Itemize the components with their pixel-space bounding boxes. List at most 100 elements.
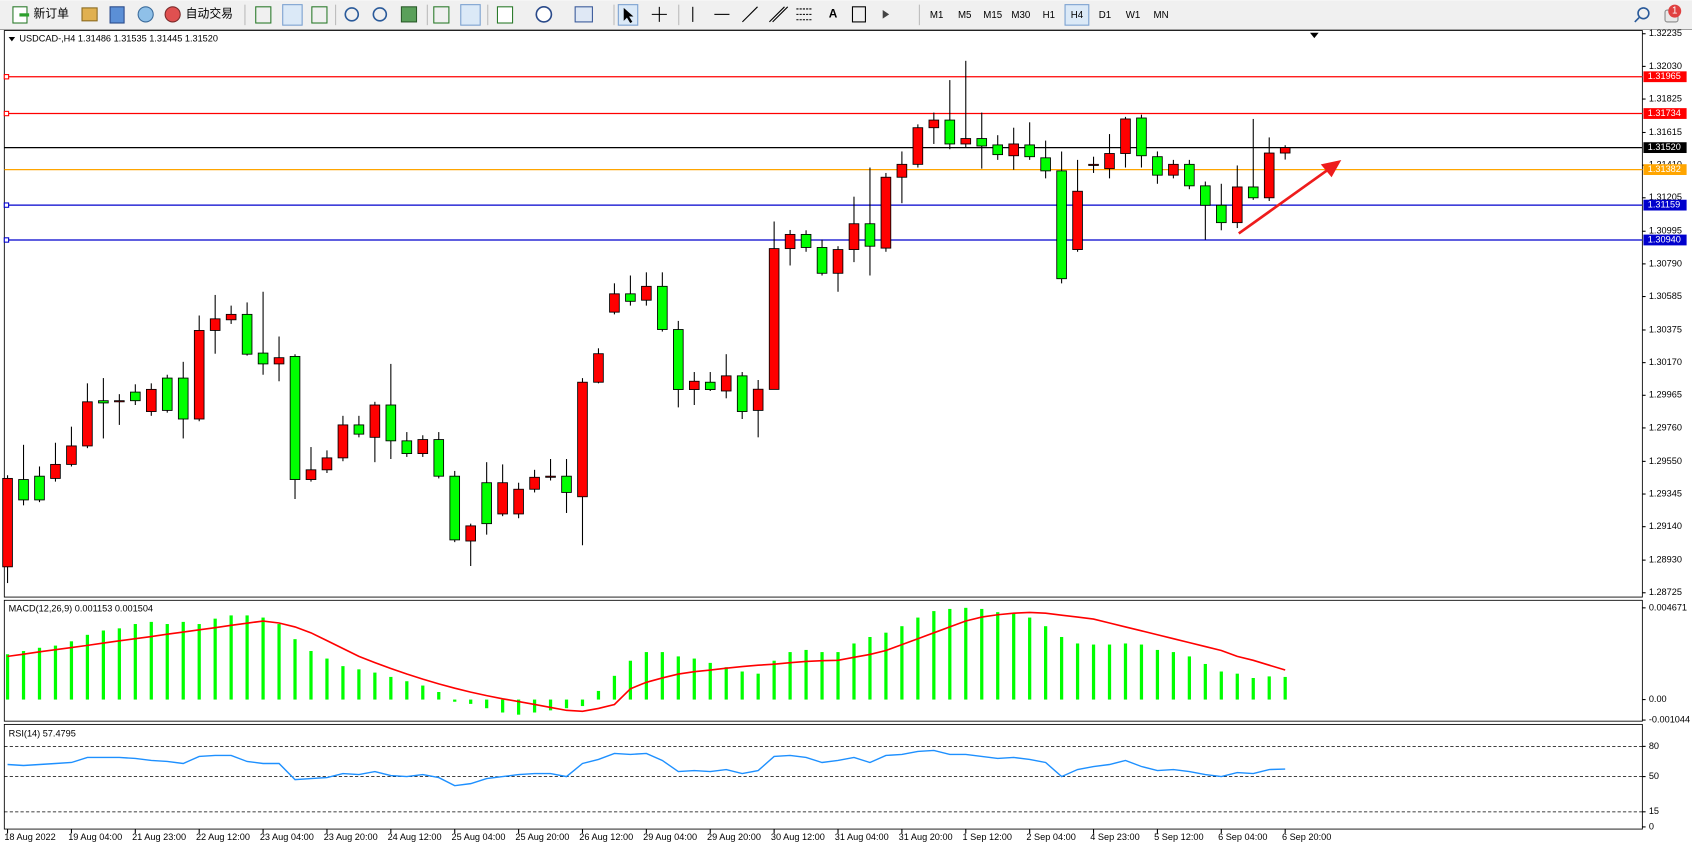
candle-body xyxy=(2,477,13,568)
macd-bar xyxy=(564,699,569,709)
macd-bar xyxy=(437,692,441,700)
timeframe-selected xyxy=(1064,4,1090,26)
macd-bar xyxy=(580,699,585,707)
candle-body xyxy=(337,424,349,459)
icon-button[interactable] xyxy=(433,6,450,24)
candle-body xyxy=(497,482,508,515)
candle-body xyxy=(1088,163,1099,166)
timeframe-button[interactable]: W1 xyxy=(1126,10,1141,21)
macd-bar xyxy=(325,658,329,700)
x-tick-label: 23 Aug 04:00 xyxy=(260,832,314,842)
candle-body xyxy=(1263,152,1275,199)
macd-bar xyxy=(1219,671,1223,700)
macd-bar xyxy=(532,699,537,713)
macd-bar xyxy=(1028,617,1032,700)
macd-bar xyxy=(149,621,153,700)
candle-body xyxy=(18,479,29,501)
timeframe-button[interactable]: D1 xyxy=(1099,10,1111,21)
timeframe-button[interactable]: M1 xyxy=(930,10,943,21)
macd-title: MACD(12,26,9) 0.001153 0.001504 xyxy=(9,603,153,613)
y-tick-label: 1.29965 xyxy=(1649,390,1682,400)
button-label: 自动交易 xyxy=(186,7,233,21)
icon-button[interactable] xyxy=(137,6,154,23)
zoom-out[interactable] xyxy=(372,7,388,22)
x-tick-label: 5 Sep 12:00 xyxy=(1154,832,1203,842)
macd-bar xyxy=(117,628,121,700)
channel-button[interactable] xyxy=(769,6,789,23)
x-tick-label: 23 Aug 20:00 xyxy=(324,832,378,842)
macd-bar xyxy=(261,617,265,700)
cursor-icon xyxy=(623,7,634,24)
candle-body xyxy=(1247,186,1259,199)
icon-button[interactable] xyxy=(255,6,272,24)
tile-windows[interactable] xyxy=(400,6,418,23)
level-price-label: 1.31734 xyxy=(1648,108,1681,118)
auto-trading-button[interactable]: 自动交易 xyxy=(164,6,233,23)
new-order-button[interactable]: 新订单 xyxy=(12,6,69,24)
fibo-button[interactable] xyxy=(796,8,812,21)
macd-bar xyxy=(788,652,792,700)
timeframe-button[interactable]: MN xyxy=(1154,10,1169,21)
candle-body xyxy=(1056,170,1067,280)
icon-button[interactable] xyxy=(282,4,303,26)
macd-bar xyxy=(1059,636,1064,700)
timeframe-button[interactable]: M5 xyxy=(958,10,971,21)
candle-body xyxy=(1216,204,1227,224)
macd-bar xyxy=(996,612,1000,700)
trendline-button[interactable] xyxy=(742,6,758,23)
icon-button[interactable] xyxy=(109,6,125,24)
templates-button[interactable] xyxy=(574,6,593,23)
level-price-label: 1.31520 xyxy=(1648,142,1681,152)
macd-bar xyxy=(1075,643,1080,700)
macd-bar xyxy=(852,643,856,700)
text-tool[interactable]: A xyxy=(829,7,838,21)
macd-bar xyxy=(740,671,744,700)
macd-bar xyxy=(1267,676,1271,700)
candle-body xyxy=(177,377,189,420)
icon-button[interactable] xyxy=(311,6,328,24)
label-tool[interactable] xyxy=(851,6,866,23)
candle-body xyxy=(784,233,796,250)
candle-body xyxy=(369,404,381,438)
timeframe-button[interactable]: H1 xyxy=(1043,10,1055,21)
search-button[interactable] xyxy=(1637,7,1650,20)
candle-body xyxy=(449,475,461,541)
candle-body xyxy=(529,476,540,490)
crosshair-button[interactable] xyxy=(651,6,667,22)
periods-button[interactable] xyxy=(535,6,553,23)
x-tick-label: 25 Aug 04:00 xyxy=(451,832,505,842)
candle-body xyxy=(736,375,748,412)
macd-bar xyxy=(692,658,696,700)
y-tick-label: 0.00 xyxy=(1649,694,1667,704)
level-price-box xyxy=(1643,234,1687,246)
macd-bar xyxy=(772,660,776,700)
notification-count: 1 xyxy=(1672,6,1677,17)
zoom-in[interactable] xyxy=(344,7,360,22)
candle-body xyxy=(944,119,956,145)
y-tick-label: 1.30170 xyxy=(1649,357,1682,367)
macd-bar xyxy=(421,685,425,700)
x-tick-label: 21 Aug 23:00 xyxy=(132,832,186,842)
level-price-box xyxy=(1643,142,1687,154)
indicators-button[interactable] xyxy=(496,6,514,24)
candle-body xyxy=(976,138,988,147)
timeframe-button[interactable]: H4 xyxy=(1071,10,1084,21)
candle-body xyxy=(417,439,429,455)
y-tick-label: 1.30995 xyxy=(1649,226,1682,236)
macd-bar xyxy=(612,675,617,700)
x-tick-label: 31 Aug 20:00 xyxy=(899,832,953,842)
candle-body xyxy=(82,401,93,447)
rsi-line xyxy=(7,749,1286,787)
candle-body xyxy=(401,440,413,455)
candle-body xyxy=(912,127,924,165)
toolbar-bg xyxy=(0,0,1692,30)
icon-button[interactable] xyxy=(460,4,481,26)
icon-button[interactable] xyxy=(81,7,98,22)
y-tick-label: 1.31205 xyxy=(1649,192,1682,202)
x-tick-label: 31 Aug 04:00 xyxy=(835,832,889,842)
macd-bar xyxy=(373,672,377,700)
timeframe-button[interactable]: M15 xyxy=(983,10,1002,21)
arrows-tool[interactable] xyxy=(882,10,890,19)
macd-bar xyxy=(197,624,201,700)
timeframe-button[interactable]: M30 xyxy=(1011,10,1030,21)
